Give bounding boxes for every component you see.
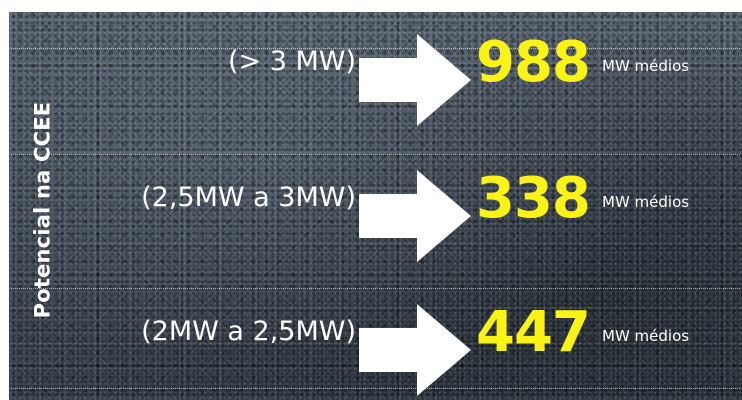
right-arrow-icon — [359, 170, 471, 262]
range-label: (2MW a 2,5MW) — [141, 316, 356, 347]
range-label: (> 3 MW) — [227, 46, 356, 77]
unit-label: MW médios — [602, 57, 690, 75]
unit-label: MW médios — [602, 193, 690, 211]
slide-background: Potencial na CCEE (> 3 MW) 988 MW médios… — [9, 12, 742, 400]
right-arrow-icon — [359, 304, 471, 396]
dotted-divider — [11, 154, 740, 155]
unit-label: MW médios — [602, 327, 690, 345]
right-arrow-icon — [359, 34, 471, 126]
range-label: (2,5MW a 3MW) — [141, 182, 356, 213]
potential-row-3: (2MW a 2,5MW) 447 MW médios — [9, 292, 742, 396]
value-number: 338 — [476, 166, 591, 231]
value-number: 447 — [476, 300, 591, 365]
dotted-divider — [11, 288, 740, 289]
potential-row-2: (2,5MW a 3MW) 338 MW médios — [9, 158, 742, 262]
value-number: 988 — [476, 30, 591, 95]
potential-row-1: (> 3 MW) 988 MW médios — [9, 22, 742, 126]
dotted-divider — [11, 48, 740, 49]
dotted-divider — [11, 388, 740, 389]
